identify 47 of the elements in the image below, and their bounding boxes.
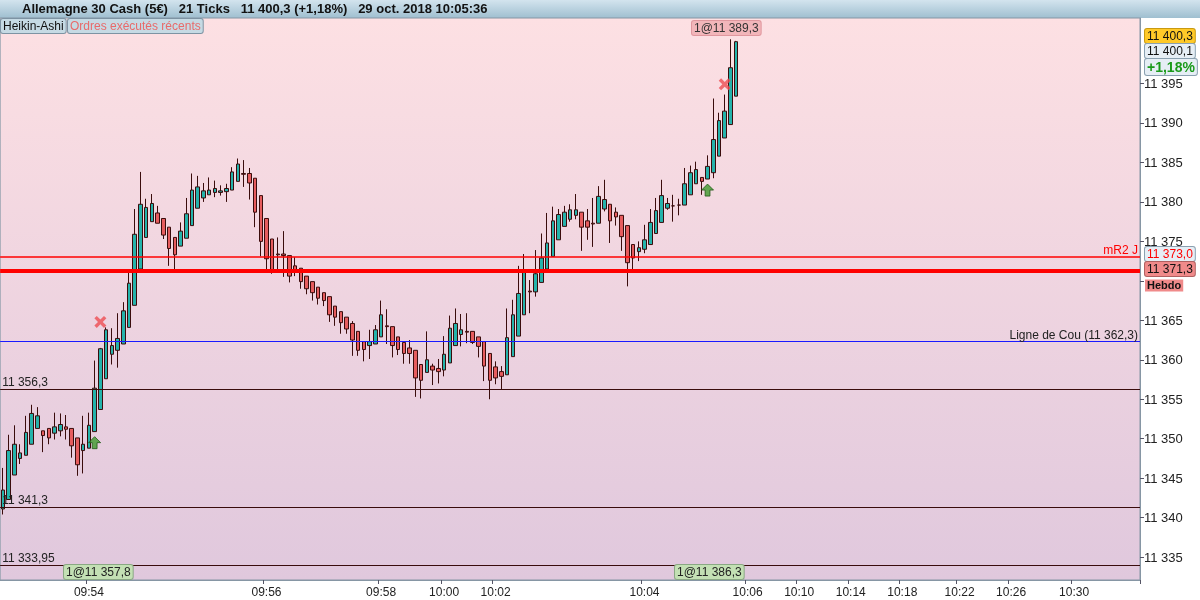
ref-line-label: mR2 J xyxy=(1103,243,1138,258)
y-tick-label: 11 345 xyxy=(1144,470,1183,486)
ref-line-label: Hebdo xyxy=(1147,279,1182,292)
y-tick-label: 11 350 xyxy=(1144,431,1183,447)
annotation: 1@11 386,3 xyxy=(677,565,742,579)
ref-line-label: Ligne de Cou (11 362,3) xyxy=(1009,327,1138,342)
x-tick-label: 09:58 xyxy=(366,585,397,599)
x-tick-label: 10:04 xyxy=(629,585,660,599)
x-tick-label: 10:22 xyxy=(944,585,975,599)
point xyxy=(718,78,731,91)
x-tick-label: 10:18 xyxy=(887,585,918,599)
x-tick-label: 10:06 xyxy=(732,585,763,599)
y-tick-label: 11 380 xyxy=(1144,194,1183,210)
annotation: Heikin-Ashi xyxy=(3,19,64,33)
x-tick-label: 10:14 xyxy=(835,585,867,599)
y-tick-label: 11 340 xyxy=(1144,510,1183,526)
x-tick-label: 10:02 xyxy=(480,585,511,599)
y-tick-label: 11 335 xyxy=(1144,549,1183,565)
y-tick-label: 11 385 xyxy=(1144,154,1183,170)
ref-line-label: 11 356,3 xyxy=(2,374,49,389)
annotation: Ordres exécutés récents xyxy=(70,19,201,33)
y-tick-label: 11 360 xyxy=(1144,352,1183,368)
candlestick xyxy=(671,194,675,223)
annotation: 1@11 389,3 xyxy=(694,21,759,35)
ref-line-label: 11 333,95 xyxy=(2,551,55,566)
text: +1,18% xyxy=(1147,59,1196,75)
text: 11 400,1 xyxy=(1147,44,1194,58)
x-tick-label: 10:26 xyxy=(996,585,1027,599)
x-tick-label: 09:54 xyxy=(73,585,105,599)
y-tick-label: 11 365 xyxy=(1144,312,1183,328)
candlestick xyxy=(41,430,45,453)
y-tick-label: 11 375 xyxy=(1144,233,1183,249)
point xyxy=(94,315,107,328)
annotation: 1@11 357,8 xyxy=(66,565,131,579)
y-tick-label: 11 395 xyxy=(1144,76,1183,92)
x-tick-label: 10:30 xyxy=(1059,585,1090,599)
chart-title: Allemagne 30 Cash (5€) 21 Ticks 11 400,3 (+1,18%) 29 oct. 2018 10:05:36 xyxy=(22,1,488,16)
x-tick-label: 10:10 xyxy=(784,585,815,599)
point xyxy=(701,183,715,197)
x-tick-label: 09:56 xyxy=(251,585,282,599)
text: 11 371,3 xyxy=(1147,262,1194,276)
text: 11 373,0 xyxy=(1147,247,1194,261)
y-tick-label: 11 390 xyxy=(1144,115,1183,131)
y-tick-label: 11 355 xyxy=(1144,391,1183,407)
x-tick-label: 10:00 xyxy=(429,585,460,599)
text: 11 400,3 xyxy=(1147,29,1194,43)
point xyxy=(88,436,102,450)
